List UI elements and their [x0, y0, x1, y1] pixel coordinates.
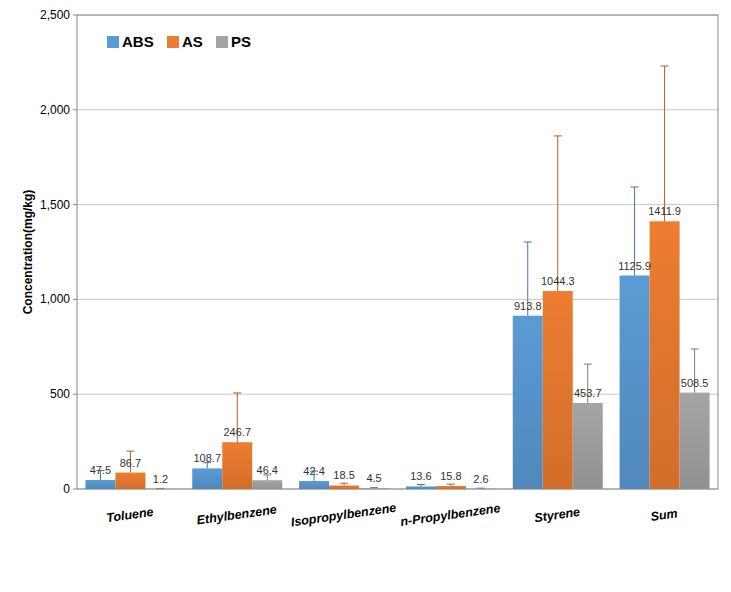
error-bar: [477, 488, 485, 489]
bar: [436, 486, 466, 489]
bar: [543, 291, 573, 489]
data-label: 18.5: [333, 469, 354, 481]
y-tick: [73, 109, 77, 110]
legend: ABS AS PS: [107, 33, 251, 50]
bar: [573, 403, 603, 489]
data-label: 4.5: [366, 472, 381, 484]
data-label: 508.5: [681, 377, 709, 389]
y-tick-label: 2,500: [40, 8, 70, 22]
legend-label: AS: [182, 33, 203, 50]
data-label: 1044.3: [541, 275, 575, 287]
y-tick-label: 2,000: [40, 103, 70, 117]
data-label: 1.2: [153, 473, 168, 485]
bar: [145, 488, 175, 489]
grid-line: [77, 109, 718, 110]
data-label: 913.8: [514, 300, 542, 312]
y-tick-label: 0: [63, 482, 70, 496]
error-bar: [554, 136, 562, 291]
legend-label: PS: [231, 33, 251, 50]
data-label: 1411.9: [648, 205, 681, 217]
y-tick: [73, 489, 77, 490]
y-axis-label: Concentration(mg/kg): [21, 190, 35, 315]
error-bar: [661, 66, 669, 221]
y-tick: [73, 299, 77, 300]
data-label: 47.5: [90, 464, 111, 476]
bar: [329, 485, 359, 489]
error-bar: [156, 488, 164, 489]
x-tick-label: Sum: [650, 506, 679, 524]
data-label: 15.8: [440, 470, 461, 482]
y-tick: [73, 15, 77, 16]
y-tick-label: 1,000: [40, 292, 70, 306]
x-tick-label: Toluene: [105, 505, 154, 525]
data-label: 246.7: [223, 426, 251, 438]
data-label: 453.7: [574, 387, 602, 399]
data-label: 46.4: [257, 464, 278, 476]
data-label: 13.6: [410, 470, 431, 482]
x-tick-label: Ethylbenzene: [196, 502, 278, 527]
bar: [299, 481, 329, 489]
data-label: 86.7: [120, 457, 141, 469]
data-label: 42.4: [303, 465, 324, 477]
error-bar: [417, 485, 425, 487]
bar: [466, 488, 496, 489]
y-tick: [73, 394, 77, 395]
bar: [359, 488, 389, 489]
bars: [85, 66, 709, 489]
y-tick-label: 500: [50, 387, 70, 401]
bar: [85, 480, 115, 489]
bar: [650, 221, 680, 489]
data-label: 108.7: [193, 452, 221, 464]
plot-frame: [77, 15, 718, 489]
legend-swatch: [107, 36, 119, 48]
x-tick-label: Styrene: [534, 505, 581, 525]
error-bar: [370, 487, 378, 489]
y-tick: [73, 204, 77, 205]
bar: [222, 442, 252, 489]
data-labels: 47.5 108.7 42.4 13.6 913.8 1125.9 86.7 246.7 18.…: [90, 205, 709, 484]
bar: [513, 316, 543, 489]
bar: [680, 393, 710, 489]
error-bar: [447, 484, 455, 486]
bar: [620, 276, 650, 489]
y-tick-label: 1,500: [40, 198, 70, 212]
grid: [73, 15, 718, 489]
legend-swatch: [167, 36, 179, 48]
x-tick-label: Isopropylbenzene: [290, 501, 397, 530]
x-tick-label: n-Propylbenzene: [400, 501, 502, 529]
data-label: 2.6: [473, 473, 488, 485]
bar: [252, 480, 282, 489]
legend-label: ABS: [122, 33, 154, 50]
bar: [406, 486, 436, 489]
legend-swatch: [216, 36, 228, 48]
bar: [115, 473, 145, 489]
grid-line: [77, 204, 718, 205]
data-label: 1125.9: [618, 260, 651, 272]
bar: [192, 468, 222, 489]
error-bar: [340, 483, 348, 485]
chart: 0 500 1,000 1,500 2,000 2,500 Concentration(mg…: [0, 0, 731, 592]
